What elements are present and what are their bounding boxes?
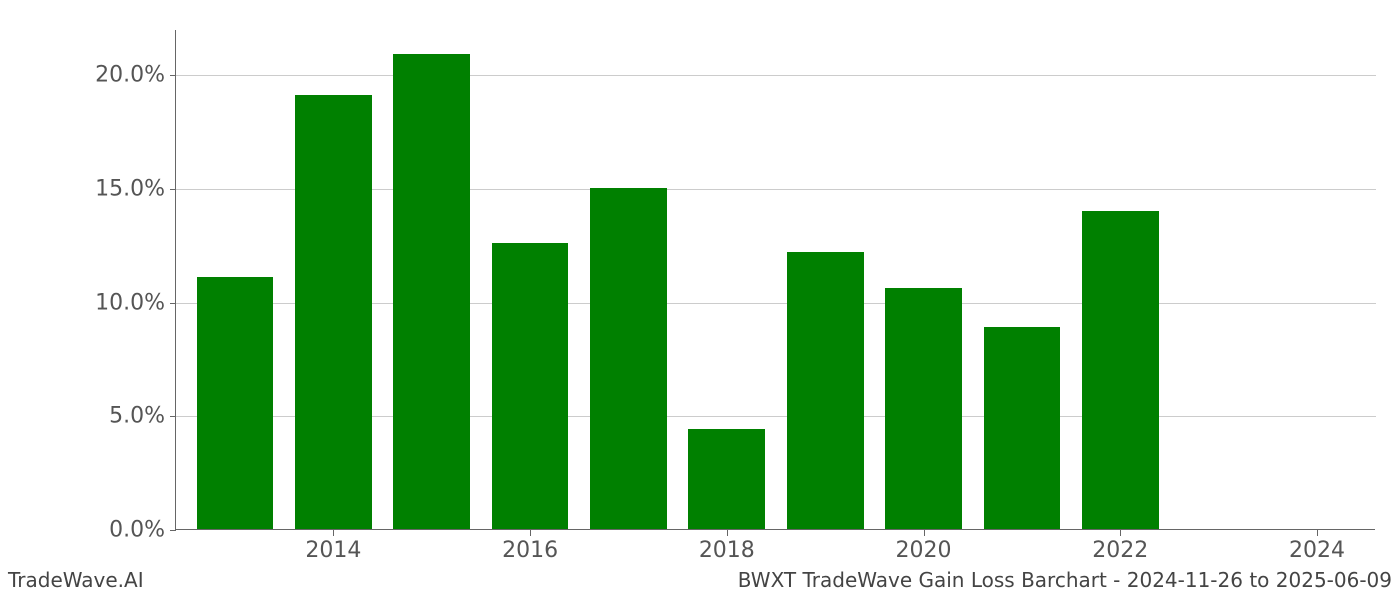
ytick-mark	[170, 75, 176, 76]
gridline	[176, 75, 1376, 76]
xtick-label: 2022	[1092, 538, 1148, 563]
xtick-mark	[924, 530, 925, 536]
ytick-label: 10.0%	[95, 290, 165, 315]
ytick-mark	[170, 530, 176, 531]
xtick-mark	[333, 530, 334, 536]
bar	[590, 188, 667, 529]
ytick-mark	[170, 416, 176, 417]
bar	[197, 277, 274, 529]
ytick-label: 20.0%	[95, 63, 165, 88]
xtick-label: 2016	[502, 538, 558, 563]
bar	[688, 429, 765, 529]
ytick-mark	[170, 303, 176, 304]
bar	[885, 288, 962, 529]
ytick-label: 5.0%	[109, 404, 165, 429]
bar	[984, 327, 1061, 529]
chart-container: 0.0%5.0%10.0%15.0%20.0%20142016201820202…	[175, 30, 1375, 530]
ytick-label: 15.0%	[95, 177, 165, 202]
xtick-label: 2024	[1289, 538, 1345, 563]
ytick-mark	[170, 189, 176, 190]
xtick-mark	[530, 530, 531, 536]
xtick-label: 2014	[305, 538, 361, 563]
bar	[393, 54, 470, 529]
xtick-mark	[727, 530, 728, 536]
watermark-left: TradeWave.AI	[8, 568, 144, 592]
xtick-mark	[1120, 530, 1121, 536]
bar	[492, 243, 569, 529]
chart-caption: BWXT TradeWave Gain Loss Barchart - 2024…	[738, 568, 1392, 592]
bar	[787, 252, 864, 529]
xtick-label: 2020	[896, 538, 952, 563]
ytick-label: 0.0%	[109, 518, 165, 543]
xtick-label: 2018	[699, 538, 755, 563]
xtick-mark	[1317, 530, 1318, 536]
plot-area: 0.0%5.0%10.0%15.0%20.0%20142016201820202…	[175, 30, 1375, 530]
bar	[1082, 211, 1159, 529]
bar	[295, 95, 372, 529]
